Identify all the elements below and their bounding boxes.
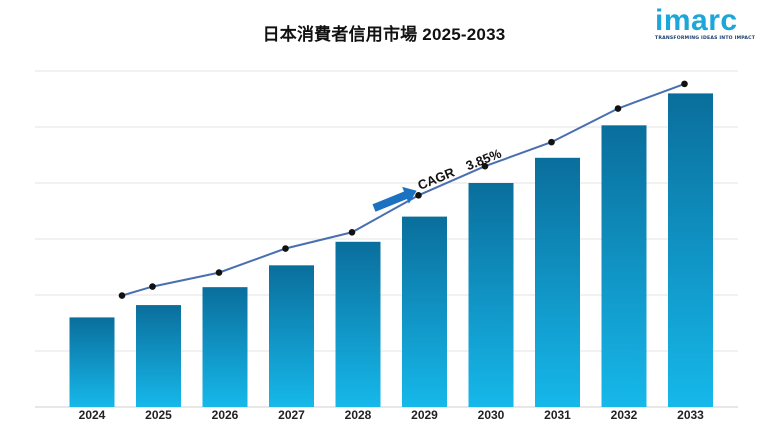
trend-point-2027 [282,245,289,252]
x-tick-label: 2030 [478,408,505,422]
bar-2029 [402,216,447,407]
logo-tagline: TRANSFORMING IDEAS INTO IMPACT [655,36,756,41]
x-axis-ticks: 2024 2025 2026 2027 2028 2029 2030 2031 2032 2033 [79,408,705,422]
bar-2030 [468,183,514,407]
trend-point-2026 [215,269,223,276]
x-tick-label: 2024 [79,408,106,422]
x-tick-label: 2026 [212,408,239,422]
trend-point-2024 [118,292,126,299]
bar-2032 [601,125,647,407]
trend-point-2025 [149,283,156,290]
x-tick-label: 2025 [145,408,172,422]
trend-point-2031 [548,138,555,146]
trend-point-2029 [415,192,422,199]
bar-2024 [69,317,115,407]
trend-point-2030 [481,162,489,170]
cagr-arrow-icon [372,186,417,212]
bar-2026 [202,287,248,407]
x-tick-label: 2027 [278,408,305,422]
trend-line [118,80,688,299]
chart-title: 日本消費者信用市場 2025-2033 [262,25,506,44]
bar-2025 [136,305,181,407]
bars [69,93,713,408]
imarc-logo: imarc TRANSFORMING IDEAS INTO IMPACT [655,6,755,46]
trend-point-2028 [348,228,356,236]
logo-wordmark: imarc [655,4,738,37]
bar-2028 [335,241,381,407]
bar-2031 [535,157,580,407]
x-tick-label: 2028 [345,408,372,422]
x-tick-label: 2032 [611,408,638,422]
bar-2033 [668,93,713,408]
trend-point-2032 [614,105,622,112]
x-tick-label: 2033 [677,408,704,422]
x-tick-label: 2029 [411,408,438,422]
trend-polyline [121,82,685,297]
x-tick-label: 2031 [544,408,571,422]
bar-2027 [269,265,314,407]
trend-point-2033 [681,80,688,88]
